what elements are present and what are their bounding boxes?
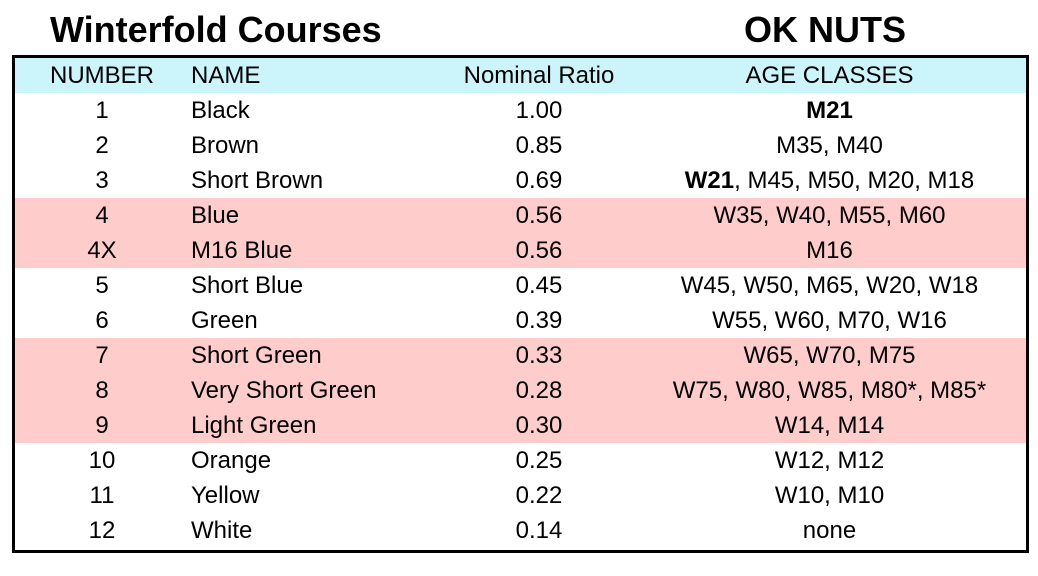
- nominal-ratio: 0.39: [515, 307, 563, 334]
- age-classes-text: W65, W70, M75: [743, 342, 916, 369]
- age-classes: none: [635, 513, 1024, 548]
- age-classes-text: W14, M14: [774, 412, 885, 439]
- age-classes-text: W35, W40, M55, M60: [713, 202, 946, 229]
- course-name: Blue: [191, 202, 240, 229]
- course-number: 4: [95, 202, 109, 229]
- nominal-ratio: 0.28: [515, 377, 563, 404]
- age-classes: W65, W70, M75: [635, 338, 1024, 373]
- course-name: Black: [191, 97, 250, 124]
- header-ratio: Nominal Ratio: [463, 62, 615, 89]
- header-age-classes: AGE CLASSES: [745, 62, 914, 89]
- table-row: 8 Very Short Green 0.28 W75, W80, W85, M…: [15, 373, 1026, 408]
- course-number: 10: [88, 447, 116, 474]
- table-header-row: NUMBER NAME Nominal Ratio AGE CLASSES: [15, 58, 1026, 93]
- course-number: 2: [95, 132, 109, 159]
- age-classes-bold: W21: [684, 167, 735, 194]
- course-number: 11: [89, 482, 115, 509]
- nominal-ratio: 0.14: [515, 517, 563, 544]
- course-number: 12: [88, 517, 116, 544]
- course-name: Brown: [191, 132, 260, 159]
- course-name: White: [191, 517, 253, 544]
- age-classes-text: M35, M40: [776, 132, 883, 159]
- age-classes-text: M16: [806, 237, 853, 264]
- age-classes-text: W75, W80, W85, M80*, M85*: [672, 377, 987, 404]
- table-row: 4 Blue 0.56 W35, W40, M55, M60: [15, 198, 1026, 233]
- table-row: 4X M16 Blue 0.56 M16: [15, 233, 1026, 268]
- course-number: 1: [95, 97, 109, 124]
- table-row: 7 Short Green 0.33 W65, W70, M75: [15, 338, 1026, 373]
- course-name: Light Green: [191, 412, 317, 439]
- table-row: 6 Green 0.39 W55, W60, M70, W16: [15, 303, 1026, 338]
- nominal-ratio: 0.30: [515, 412, 563, 439]
- age-classes: M21: [635, 93, 1024, 128]
- table-row: 12 White 0.14 none: [15, 513, 1026, 548]
- course-number: 7: [95, 342, 109, 369]
- age-classes: W75, W80, W85, M80*, M85*: [635, 373, 1024, 408]
- courses-table: NUMBER NAME Nominal Ratio AGE CLASSES 1 …: [12, 55, 1029, 553]
- age-classes-text: W10, M10: [774, 482, 885, 509]
- club-title: OK NUTS: [744, 9, 906, 50]
- table-row: 9 Light Green 0.30 W14, M14: [15, 408, 1026, 443]
- age-classes: W55, W60, M70, W16: [635, 303, 1024, 338]
- course-name: Short Brown: [191, 167, 324, 194]
- age-classes-text: none: [802, 517, 857, 544]
- table-row: 2 Brown 0.85 M35, M40: [15, 128, 1026, 163]
- nominal-ratio: 0.56: [515, 237, 563, 264]
- course-name: Yellow: [191, 482, 260, 509]
- age-classes-text: , M45, M50, M20, M18: [734, 167, 975, 194]
- age-classes: W35, W40, M55, M60: [635, 198, 1024, 233]
- course-number: 3: [95, 167, 109, 194]
- nominal-ratio: 0.25: [515, 447, 563, 474]
- nominal-ratio: 1.00: [515, 97, 563, 124]
- age-classes: W10, M10: [635, 478, 1024, 513]
- course-name: M16 Blue: [191, 237, 293, 264]
- table-row: 1 Black 1.00 M21: [15, 93, 1026, 128]
- nominal-ratio: 0.22: [515, 482, 563, 509]
- table-row: 10 Orange 0.25 W12, M12: [15, 443, 1026, 478]
- course-name: Very Short Green: [191, 377, 377, 404]
- course-name: Orange: [191, 447, 272, 474]
- age-classes: W21, M45, M50, M20, M18: [635, 163, 1024, 198]
- age-classes: W45, W50, M65, W20, W18: [635, 268, 1024, 303]
- page-title: Winterfold Courses: [50, 9, 382, 50]
- course-name: Green: [191, 307, 258, 334]
- course-name: Short Green: [191, 342, 322, 369]
- age-classes: M35, M40: [635, 128, 1024, 163]
- nominal-ratio: 0.45: [515, 272, 563, 299]
- course-name: Short Blue: [191, 272, 304, 299]
- nominal-ratio: 0.56: [515, 202, 563, 229]
- header-name: NAME: [191, 62, 261, 89]
- age-classes-bold: M21: [806, 97, 853, 124]
- header-number: NUMBER: [49, 62, 154, 89]
- nominal-ratio: 0.33: [515, 342, 563, 369]
- course-number: 9: [95, 412, 109, 439]
- table-row: 11 Yellow 0.22 W10, M10: [15, 478, 1026, 513]
- age-classes-text: W12, M12: [774, 447, 885, 474]
- age-classes: W12, M12: [635, 443, 1024, 478]
- table-row: 5 Short Blue 0.45 W45, W50, M65, W20, W1…: [15, 268, 1026, 303]
- nominal-ratio: 0.85: [515, 132, 563, 159]
- age-classes: M16: [635, 233, 1024, 268]
- age-classes-text: W55, W60, M70, W16: [712, 307, 947, 334]
- age-classes-text: W45, W50, M65, W20, W18: [680, 272, 979, 299]
- course-number: 4X: [87, 237, 117, 264]
- course-number: 6: [95, 307, 109, 334]
- course-number: 5: [95, 272, 109, 299]
- table-row: 3 Short Brown 0.69 W21, M45, M50, M20, M…: [15, 163, 1026, 198]
- nominal-ratio: 0.69: [515, 167, 563, 194]
- age-classes: W14, M14: [635, 408, 1024, 443]
- course-number: 8: [95, 377, 109, 404]
